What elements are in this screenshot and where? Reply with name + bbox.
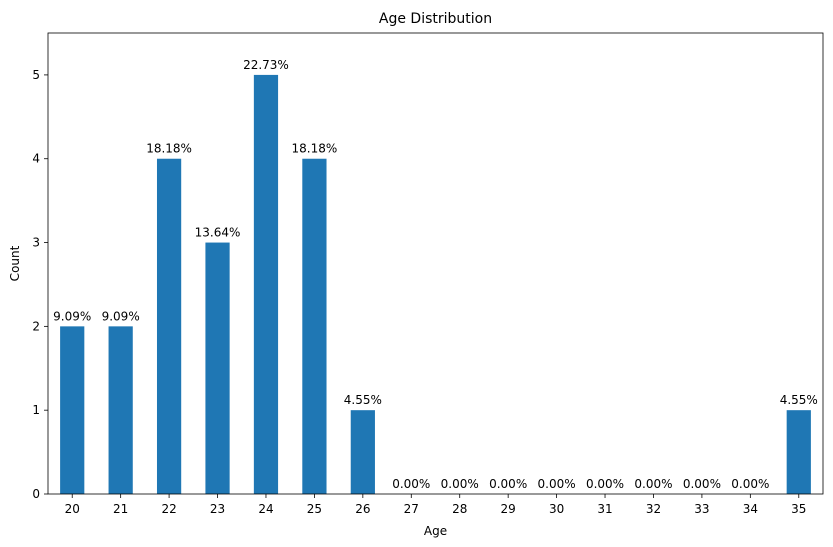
x-tick-label-35: 35: [791, 502, 806, 516]
data-label-33: 0.00%: [683, 477, 721, 491]
data-label-20: 9.09%: [53, 309, 91, 323]
y-tick-label-0: 0: [32, 487, 40, 501]
data-label-32: 0.00%: [634, 477, 672, 491]
plot-frame: [47, 32, 824, 495]
x-tick-label-28: 28: [452, 502, 467, 516]
data-label-24: 22.73%: [243, 58, 289, 72]
x-ticks-group: 20 21 22 23 24 25 26 27 28 29 30 31 32 33 34 35: [65, 494, 806, 516]
bar-35: [786, 410, 811, 494]
x-axis-label: Age: [424, 524, 447, 538]
chart-title: Age Distribution: [379, 11, 492, 27]
x-tick-label-24: 24: [258, 502, 273, 516]
data-label-29: 0.00%: [489, 477, 527, 491]
data-label-27: 0.00%: [392, 477, 430, 491]
y-tick-label-3: 3: [32, 236, 40, 250]
x-tick-label-31: 31: [597, 502, 612, 516]
y-tick-label-5: 5: [32, 68, 40, 82]
data-label-28: 0.00%: [441, 477, 479, 491]
data-label-25: 18.18%: [292, 142, 338, 156]
bar-20: [60, 326, 85, 494]
x-tick-label-29: 29: [501, 502, 516, 516]
x-tick-label-26: 26: [355, 502, 370, 516]
x-tick-label-33: 33: [694, 502, 709, 516]
data-label-26: 4.55%: [344, 393, 382, 407]
bar-22: [156, 158, 182, 495]
y-axis-label: Count: [8, 245, 22, 281]
data-label-34: 0.00%: [731, 477, 769, 491]
bar-25: [302, 158, 327, 495]
bar-26: [350, 410, 375, 494]
x-tick-label-21: 21: [113, 502, 128, 516]
x-tick-label-23: 23: [210, 502, 225, 516]
x-tick-label-27: 27: [404, 502, 419, 516]
x-tick-label-34: 34: [743, 502, 758, 516]
bar-24: [253, 74, 279, 494]
y-tick-label-4: 4: [32, 152, 40, 166]
data-label-23: 13.64%: [195, 226, 241, 240]
y-ticks-group: 0 1 2 3 4 5: [32, 68, 48, 501]
bar-23: [205, 242, 230, 494]
data-label-31: 0.00%: [586, 477, 624, 491]
data-label-22: 18.18%: [146, 142, 192, 156]
x-tick-label-20: 20: [65, 502, 80, 516]
y-tick-label-2: 2: [32, 319, 40, 333]
x-tick-label-22: 22: [161, 502, 176, 516]
bar-21: [108, 326, 133, 494]
x-tick-label-32: 32: [646, 502, 661, 516]
bars-group: [60, 74, 811, 495]
data-label-30: 0.00%: [538, 477, 576, 491]
data-label-35: 4.55%: [780, 393, 818, 407]
y-tick-label-1: 1: [32, 403, 40, 417]
data-label-21: 9.09%: [102, 309, 140, 323]
x-tick-label-30: 30: [549, 502, 564, 516]
data-labels-group: 9.09% 9.09% 18.18% 13.64% 22.73% 18.18% 4.55% 0…: [53, 58, 818, 491]
x-tick-label-25: 25: [307, 502, 322, 516]
